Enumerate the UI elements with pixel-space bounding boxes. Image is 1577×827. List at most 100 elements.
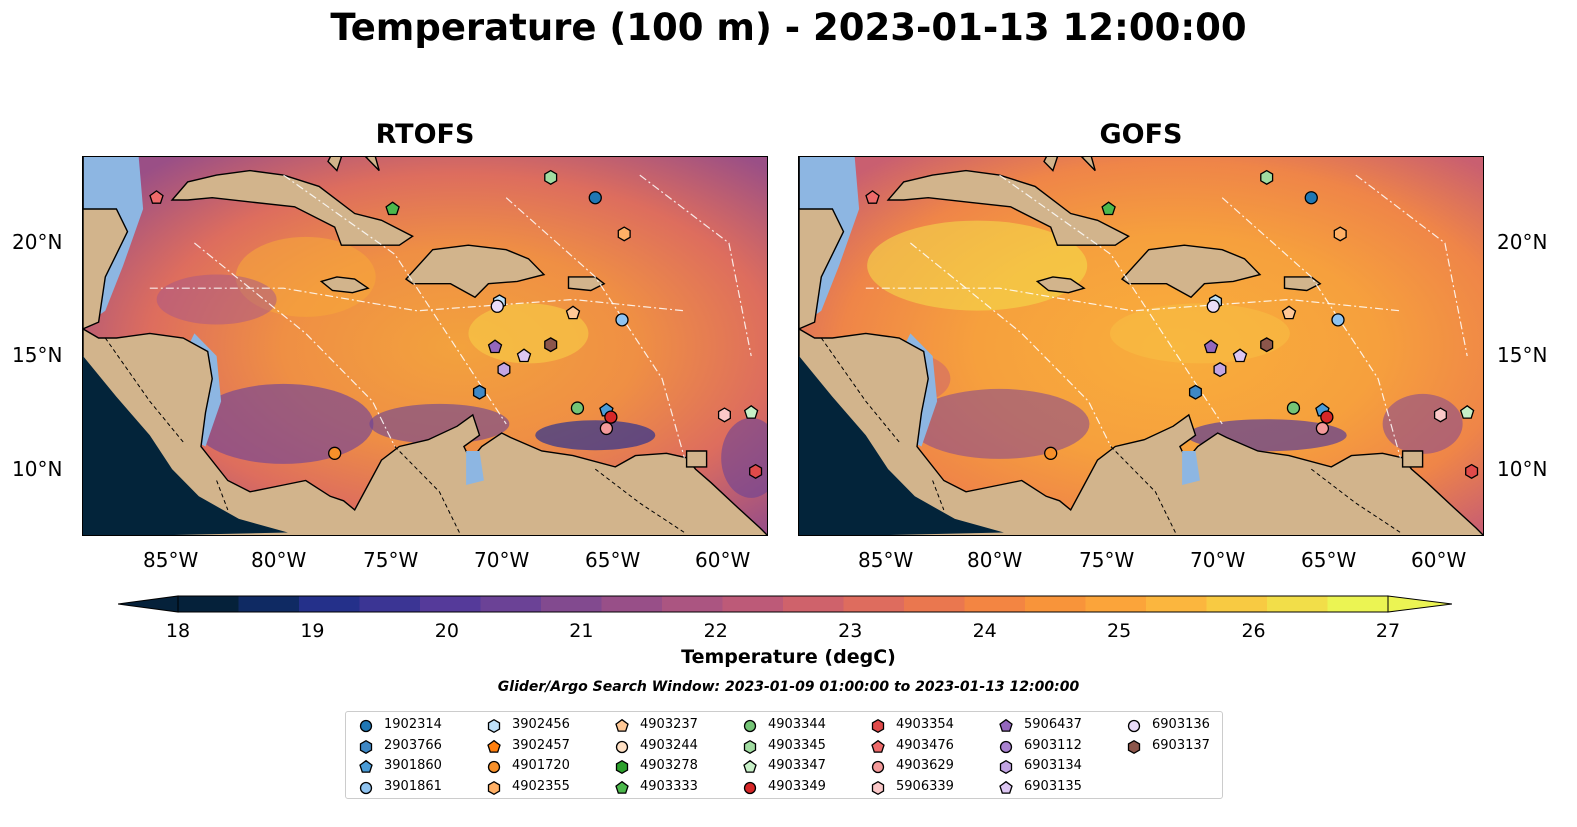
float-marker-4903354[interactable]: [1465, 463, 1479, 479]
float-marker-4903333[interactable]: [385, 201, 400, 216]
colorbar-segment: [843, 596, 905, 612]
colorbar-extend-max: [1387, 595, 1453, 613]
legend-marker[interactable]: [743, 759, 757, 773]
float-marker-4903349[interactable]: [604, 410, 618, 424]
float-marker-4903345[interactable]: [1260, 169, 1274, 185]
legend-marker[interactable]: [359, 739, 373, 754]
legend-marker[interactable]: [871, 780, 885, 795]
float-marker-4903347[interactable]: [743, 404, 759, 419]
float-marker-4903629[interactable]: [1315, 421, 1330, 436]
float-marker-4903345[interactable]: [544, 169, 558, 185]
float-marker-1902314[interactable]: [588, 191, 602, 205]
float-marker-6903135[interactable]: [1232, 348, 1248, 363]
float-marker-5906437[interactable]: [1203, 339, 1219, 354]
legend-marker[interactable]: [999, 740, 1013, 753]
colorbar-segment: [420, 596, 481, 612]
legend-marker[interactable]: [615, 718, 629, 732]
colorbar-segment: [299, 596, 360, 612]
legend-marker-pentagon-icon: [615, 718, 629, 732]
float-marker-1902314[interactable]: [1304, 191, 1318, 205]
legend-marker[interactable]: [615, 740, 629, 753]
float-marker-4903476[interactable]: [149, 190, 164, 204]
rtofs-map[interactable]: [82, 156, 768, 536]
float-marker-3901861[interactable]: [1331, 313, 1345, 327]
float-marker-5906339[interactable]: [1433, 407, 1447, 423]
float-marker-4903344[interactable]: [1286, 401, 1301, 415]
legend-label: 4903237: [640, 717, 698, 732]
legend-label: 6903136: [1152, 717, 1210, 732]
float-marker-4903237[interactable]: [1281, 305, 1297, 320]
temperature-anomaly: [1382, 393, 1463, 454]
legend-marker[interactable]: [871, 739, 885, 753]
float-marker-4902355[interactable]: [1333, 226, 1347, 242]
float-marker-3901861[interactable]: [615, 313, 629, 327]
legend-label: 4903278: [640, 758, 698, 773]
legend-marker[interactable]: [615, 759, 629, 775]
legend-marker[interactable]: [999, 780, 1013, 794]
land-trinidad: [685, 450, 708, 468]
legend-marker[interactable]: [743, 739, 757, 754]
lake-maracaibo: [466, 451, 484, 485]
legend: 1902314 2903766 3901860 3901861 3902456 39024…: [345, 711, 1223, 799]
legend-label: 4903476: [896, 737, 954, 753]
colorbar-segment: [722, 596, 784, 612]
float-marker-5906437[interactable]: [487, 339, 503, 354]
float-marker-6903137[interactable]: [544, 337, 558, 353]
float-marker-4902355[interactable]: [617, 226, 631, 242]
float-marker-4903349[interactable]: [1320, 410, 1334, 424]
float-marker-4903347[interactable]: [1459, 404, 1475, 419]
colorbar-segment: [359, 596, 421, 612]
float-marker-2903766[interactable]: [472, 384, 486, 400]
legend-marker[interactable]: [999, 718, 1013, 732]
colorbar-segment: [1327, 596, 1389, 612]
lon-label-80-rtofs: 80°W: [251, 548, 307, 572]
float-marker-6903134[interactable]: [497, 362, 511, 378]
float-marker-6903134[interactable]: [1213, 362, 1227, 378]
legend-marker[interactable]: [871, 760, 885, 774]
gofs-map[interactable]: [798, 156, 1484, 536]
legend-marker[interactable]: [487, 739, 501, 753]
legend-marker[interactable]: [743, 719, 757, 733]
colorbar-gradient: [117, 595, 1453, 613]
colorbar-segment: [964, 596, 1026, 612]
legend-marker[interactable]: [487, 718, 501, 734]
land-trinidad: [1401, 450, 1424, 468]
legend-marker[interactable]: [359, 719, 373, 733]
lat-label-10-left: 10°N: [12, 457, 63, 481]
legend-marker[interactable]: [1127, 739, 1141, 754]
float-marker-4903344[interactable]: [570, 401, 585, 415]
legend-marker[interactable]: [487, 760, 501, 774]
legend-marker[interactable]: [359, 759, 373, 773]
float-marker-4901720[interactable]: [1044, 446, 1058, 460]
lat-label-10-right: 10°N: [1497, 457, 1548, 481]
land-jamaica: [1035, 276, 1086, 294]
temperature-anomaly: [156, 274, 277, 325]
float-marker-4903333[interactable]: [1101, 201, 1116, 216]
float-marker-4903237[interactable]: [565, 305, 581, 320]
legend-marker[interactable]: [615, 780, 629, 794]
float-marker-5906339[interactable]: [717, 407, 731, 423]
float-marker-6903137[interactable]: [1260, 337, 1274, 353]
lon-label-70-gofs: 70°W: [1190, 548, 1246, 572]
float-marker-6903136[interactable]: [1206, 299, 1220, 313]
float-marker-4901720[interactable]: [328, 446, 342, 460]
float-marker-2903766[interactable]: [1188, 384, 1202, 400]
land-bahamas1: [327, 157, 343, 172]
lon-label-80-gofs: 80°W: [967, 548, 1023, 572]
float-marker-4903476[interactable]: [865, 190, 880, 204]
colorbar-segment: [783, 596, 844, 612]
country-border: [820, 337, 900, 443]
float-marker-4903354[interactable]: [749, 463, 763, 479]
legend-marker[interactable]: [999, 759, 1013, 775]
legend-marker[interactable]: [487, 780, 501, 795]
float-marker-6903135[interactable]: [516, 348, 532, 363]
legend-marker[interactable]: [359, 781, 373, 794]
float-marker-6903136[interactable]: [490, 299, 504, 313]
legend-marker[interactable]: [871, 718, 885, 734]
legend-marker[interactable]: [743, 781, 757, 794]
legend-marker[interactable]: [1127, 719, 1141, 733]
country-border: [594, 468, 685, 533]
float-marker-4903629[interactable]: [599, 421, 614, 436]
legend-label: 2903766: [384, 737, 442, 753]
lat-label-15-right: 15°N: [1497, 343, 1548, 367]
